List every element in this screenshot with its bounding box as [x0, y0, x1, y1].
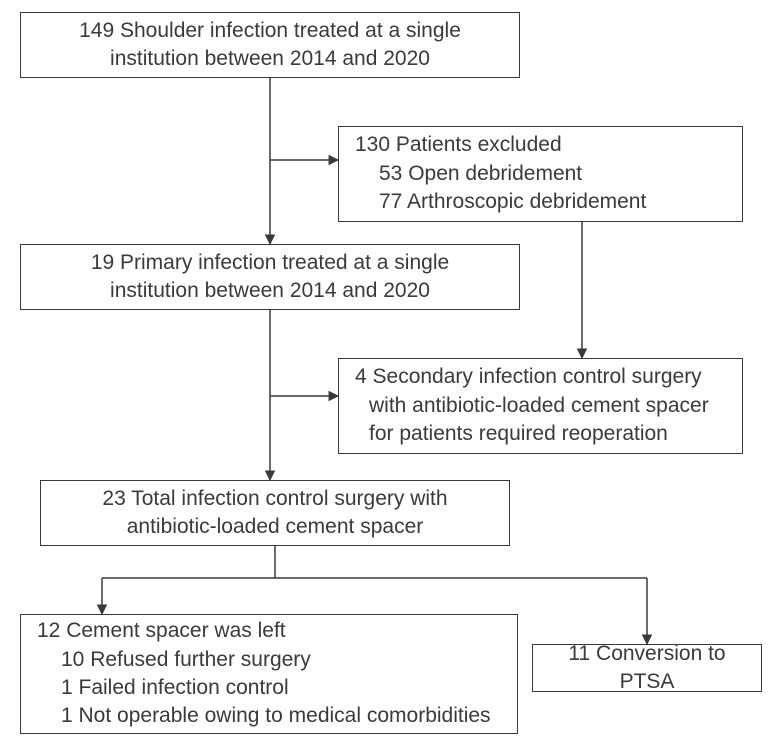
- node-text-line: 77 Arthroscopic debridement: [355, 188, 726, 216]
- node-text-line: for patients required reoperation: [355, 420, 726, 448]
- node-text-line: 130 Patients excluded: [355, 131, 726, 159]
- node-text-line: 19 Primary infection treated at a single: [37, 249, 503, 277]
- flow-node-n6: 12 Cement spacer was left10 Refused furt…: [20, 614, 518, 734]
- node-text-line: 23 Total infection control surgery with: [57, 485, 493, 513]
- node-text-line: 4 Secondary infection control surgery: [355, 363, 726, 391]
- flow-node-n5: 23 Total infection control surgery witha…: [40, 480, 510, 546]
- flow-node-n3: 19 Primary infection treated at a single…: [20, 244, 520, 310]
- node-text-line: 10 Refused further surgery: [37, 646, 501, 674]
- node-text-line: antibiotic-loaded cement spacer: [57, 513, 493, 541]
- flow-node-n2: 130 Patients excluded53 Open debridement…: [338, 126, 743, 222]
- node-text-line: 11 Conversion to PTSA: [549, 640, 745, 697]
- node-text-line: 53 Open debridement: [355, 160, 726, 188]
- flow-node-n1: 149 Shoulder infection treated at a sing…: [20, 12, 520, 78]
- node-text-line: institution between 2014 and 2020: [37, 277, 503, 305]
- node-text-line: 12 Cement spacer was left: [37, 617, 501, 645]
- node-text-line: 1 Not operable owing to medical comorbid…: [37, 702, 501, 730]
- node-text-line: 1 Failed infection control: [37, 674, 501, 702]
- flow-node-n7: 11 Conversion to PTSA: [532, 644, 762, 692]
- flow-node-n4: 4 Secondary infection control surgerywit…: [338, 358, 743, 454]
- node-text-line: institution between 2014 and 2020: [37, 45, 503, 73]
- node-text-line: 149 Shoulder infection treated at a sing…: [37, 17, 503, 45]
- node-text-line: with antibiotic-loaded cement spacer: [355, 392, 726, 420]
